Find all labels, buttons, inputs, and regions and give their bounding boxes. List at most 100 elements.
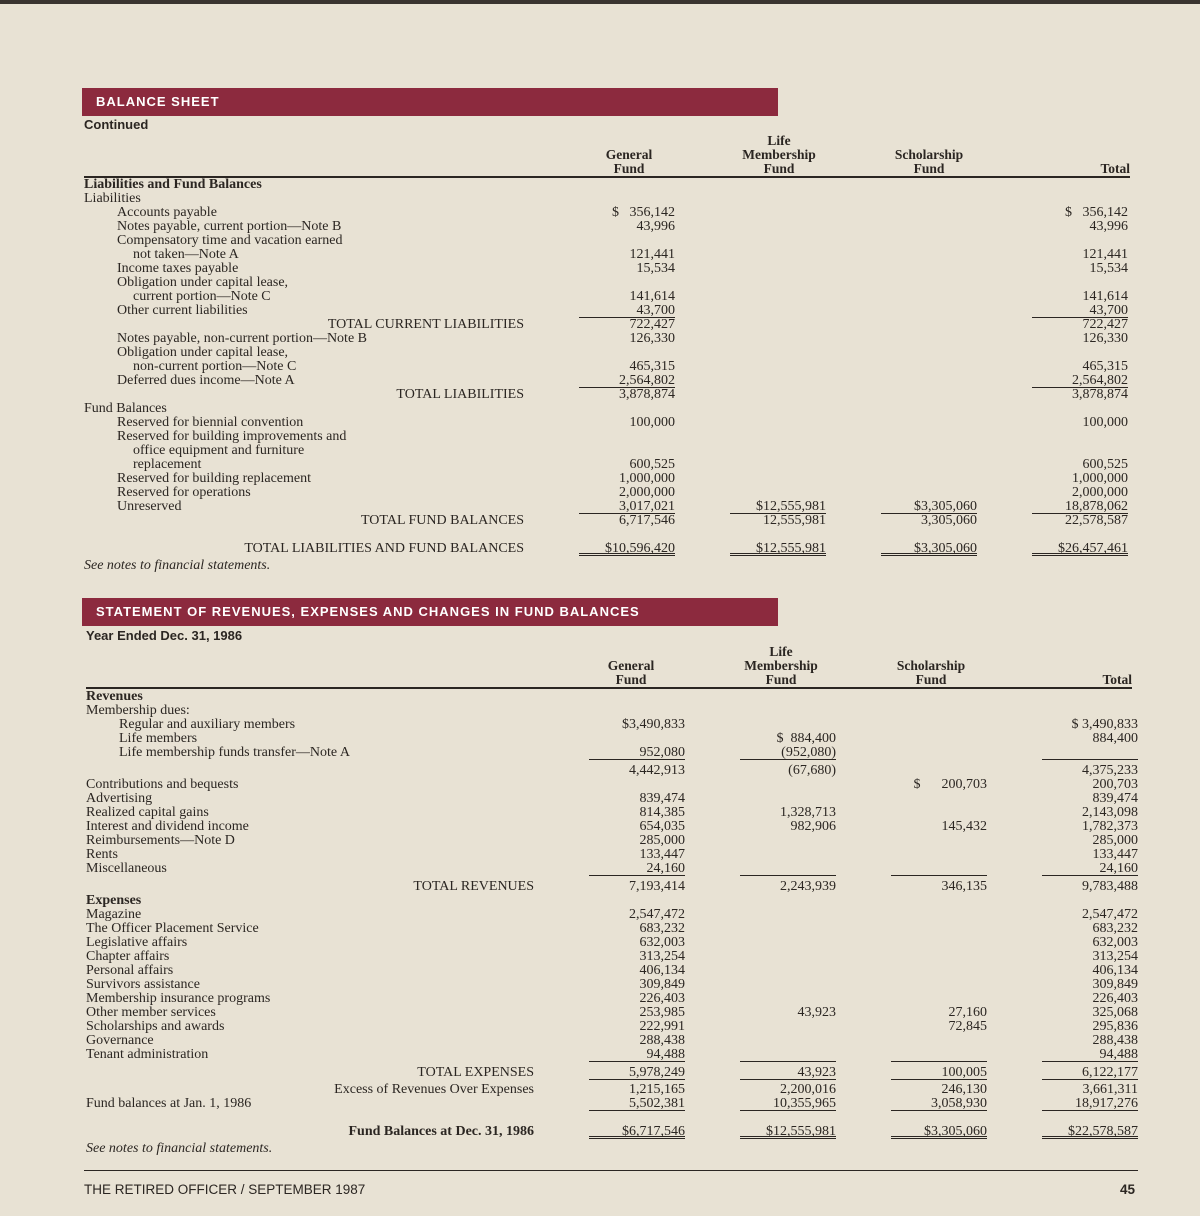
table-row: Obligation under capital lease, [84, 276, 1128, 290]
table-row: Obligation under capital lease, [84, 346, 1128, 360]
value-cell: $10,596,420 [524, 542, 675, 556]
row-label: TOTAL EXPENSES [417, 1065, 534, 1080]
amount: 3,305,060 [921, 513, 977, 528]
value-cell: 15,534 [977, 262, 1129, 276]
row-label: Other current liabilities [117, 303, 248, 318]
row-label: Liabilities and Fund Balances [84, 177, 262, 192]
table-row: Other current liabilities 43,700 43,700 [84, 304, 1128, 318]
amount [740, 1034, 836, 1048]
amount: 43,996 [636, 219, 676, 234]
row-label: not taken—Note A [133, 247, 239, 262]
row-label: Life members [119, 731, 198, 746]
amount [881, 262, 977, 276]
table-row: replacement 600,525 600,525 [84, 458, 1128, 472]
value-cell: 126,330 [524, 332, 676, 346]
amount [891, 908, 987, 922]
value-cell: 7,193,414 [534, 880, 685, 894]
table-row: Membership dues: [86, 704, 1138, 718]
amount: 406,134 [1092, 963, 1139, 978]
amount [881, 486, 977, 500]
value-cell [675, 374, 826, 388]
amount: $ 356,142 [1065, 205, 1128, 220]
amount [740, 1020, 836, 1034]
amount [891, 834, 987, 848]
amount [891, 718, 987, 732]
amount: 2,243,939 [780, 879, 836, 894]
amount: 884,400 [1092, 731, 1139, 746]
value-cell [534, 778, 685, 792]
value-cell: 3,017,021 [524, 500, 675, 514]
table-row: Revenues [86, 690, 1138, 704]
table-row: Reserved for biennial convention 100,000 1… [84, 416, 1128, 430]
value-cell: 145,432 [836, 820, 988, 834]
table-row: Fund Balances [84, 402, 1128, 416]
value-cell: 43,700 [524, 304, 675, 318]
value-cell [836, 922, 987, 936]
amount: 6,122,177 [1042, 1066, 1138, 1080]
table-row: Income taxes payable 15,534 15,534 [84, 262, 1128, 276]
value-cell: 600,525 [977, 457, 1129, 472]
value-cell [836, 732, 987, 746]
value-cell [836, 764, 987, 778]
amount: 43,700 [1032, 304, 1128, 318]
amount [730, 318, 826, 332]
value-cell: $3,305,060 [826, 542, 977, 556]
value-cell: 2,547,472 [534, 908, 685, 922]
value-cell [675, 318, 826, 332]
value-cell: 2,200,016 [685, 1083, 836, 1097]
column-header: Total [1100, 161, 1130, 176]
amount: 2,143,098 [1082, 805, 1138, 820]
value-cell: 632,003 [987, 935, 1139, 950]
amount: 600,525 [1082, 457, 1129, 472]
value-cell: 2,143,098 [987, 806, 1138, 820]
amount: 222,991 [639, 1019, 686, 1034]
value-cell: 465,315 [524, 359, 676, 374]
value-cell: 126,330 [977, 331, 1129, 346]
value-cell [675, 472, 826, 486]
amount: 465,315 [629, 359, 676, 374]
value-cell [685, 922, 836, 936]
amount: 952,080 [589, 746, 685, 760]
value-cell: 309,849 [987, 978, 1139, 992]
amount: 126,330 [1082, 331, 1129, 346]
amount [730, 458, 826, 472]
table-row: Compensatory time and vacation earned [84, 234, 1128, 248]
amount: 10,355,965 [740, 1097, 836, 1111]
value-cell: 839,474 [534, 792, 686, 806]
value-cell: 839,474 [987, 791, 1139, 806]
value-cell [836, 1034, 987, 1048]
amount: 2,564,802 [1032, 374, 1128, 388]
amount [740, 778, 836, 792]
value-cell: $3,305,060 [836, 1125, 987, 1139]
amount: 1,782,373 [1082, 819, 1138, 834]
table-row: Life members $ 884,400 884,400 [86, 732, 1138, 746]
value-cell: 43,923 [685, 1006, 837, 1020]
row-label: Interest and dividend income [86, 819, 249, 834]
amount [730, 206, 826, 220]
amount: 200,703 [1092, 777, 1139, 792]
amount: 94,488 [589, 1048, 685, 1062]
amount: 2,000,000 [619, 485, 675, 500]
footnote: See notes to financial statements. [84, 559, 1128, 573]
amount [881, 458, 977, 472]
value-cell: 722,427 [524, 318, 676, 332]
value-cell: 6,717,546 [524, 514, 675, 528]
row-label: Fund Balances at Dec. 31, 1986 [348, 1124, 535, 1139]
amount: 295,836 [1092, 1019, 1139, 1034]
amount: 9,783,488 [1082, 879, 1138, 894]
amount: 839,474 [1092, 791, 1139, 806]
page-number: 45 [1120, 1182, 1136, 1197]
value-cell: 100,000 [524, 416, 676, 430]
value-cell [836, 978, 987, 992]
amount [589, 732, 685, 746]
row-label: Advertising [86, 791, 153, 806]
amount: $12,555,981 [740, 1125, 836, 1139]
value-cell: $ 884,400 [685, 732, 837, 746]
value-cell: 285,000 [987, 834, 1139, 848]
amount: 632,003 [1092, 935, 1139, 950]
row-label: Reserved for operations [117, 485, 251, 500]
amount: 2,564,802 [579, 374, 675, 388]
value-cell: 1,782,373 [987, 820, 1138, 834]
value-cell: 18,878,062 [977, 500, 1128, 514]
amount [589, 778, 685, 792]
